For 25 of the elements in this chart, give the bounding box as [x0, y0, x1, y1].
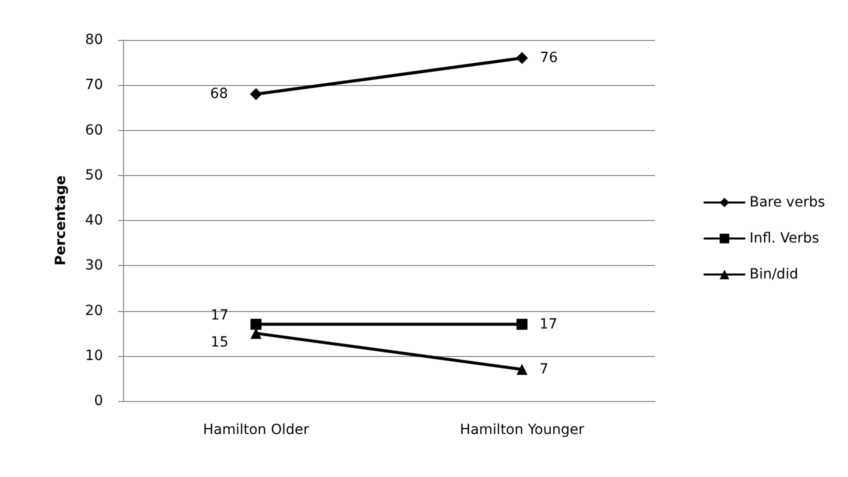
legend-label: Bin/did: [749, 266, 798, 282]
x-tick-label: Hamilton Older: [202, 422, 310, 438]
data-label: 15: [210, 334, 228, 350]
data-label: 76: [540, 50, 558, 66]
point: [516, 52, 528, 64]
data-label: 17: [210, 307, 228, 324]
y-tick-label: 70: [85, 77, 103, 94]
x-tick-label: Hamilton Younger: [460, 422, 584, 438]
y-tick-label: 80: [85, 32, 103, 48]
legend-label: Infl. Verbs: [749, 230, 820, 246]
y-axis-title: Percentage: [53, 175, 69, 266]
data-label: 7: [540, 361, 548, 378]
data-label: 68: [210, 86, 228, 102]
point: [516, 318, 528, 330]
y-tick-label: 40: [85, 212, 103, 228]
y-tick-label: 0: [94, 393, 103, 409]
y-tick-label: 20: [85, 302, 103, 319]
legend-label: Bare verbs: [749, 194, 825, 210]
y-tick-label: 10: [85, 348, 103, 364]
point: [250, 88, 262, 100]
y-tick-label: 60: [85, 122, 103, 138]
y-tick-label: 30: [85, 258, 103, 274]
data-label: 17: [540, 316, 558, 332]
y-tick-label: 50: [85, 167, 103, 184]
point: [250, 318, 262, 330]
